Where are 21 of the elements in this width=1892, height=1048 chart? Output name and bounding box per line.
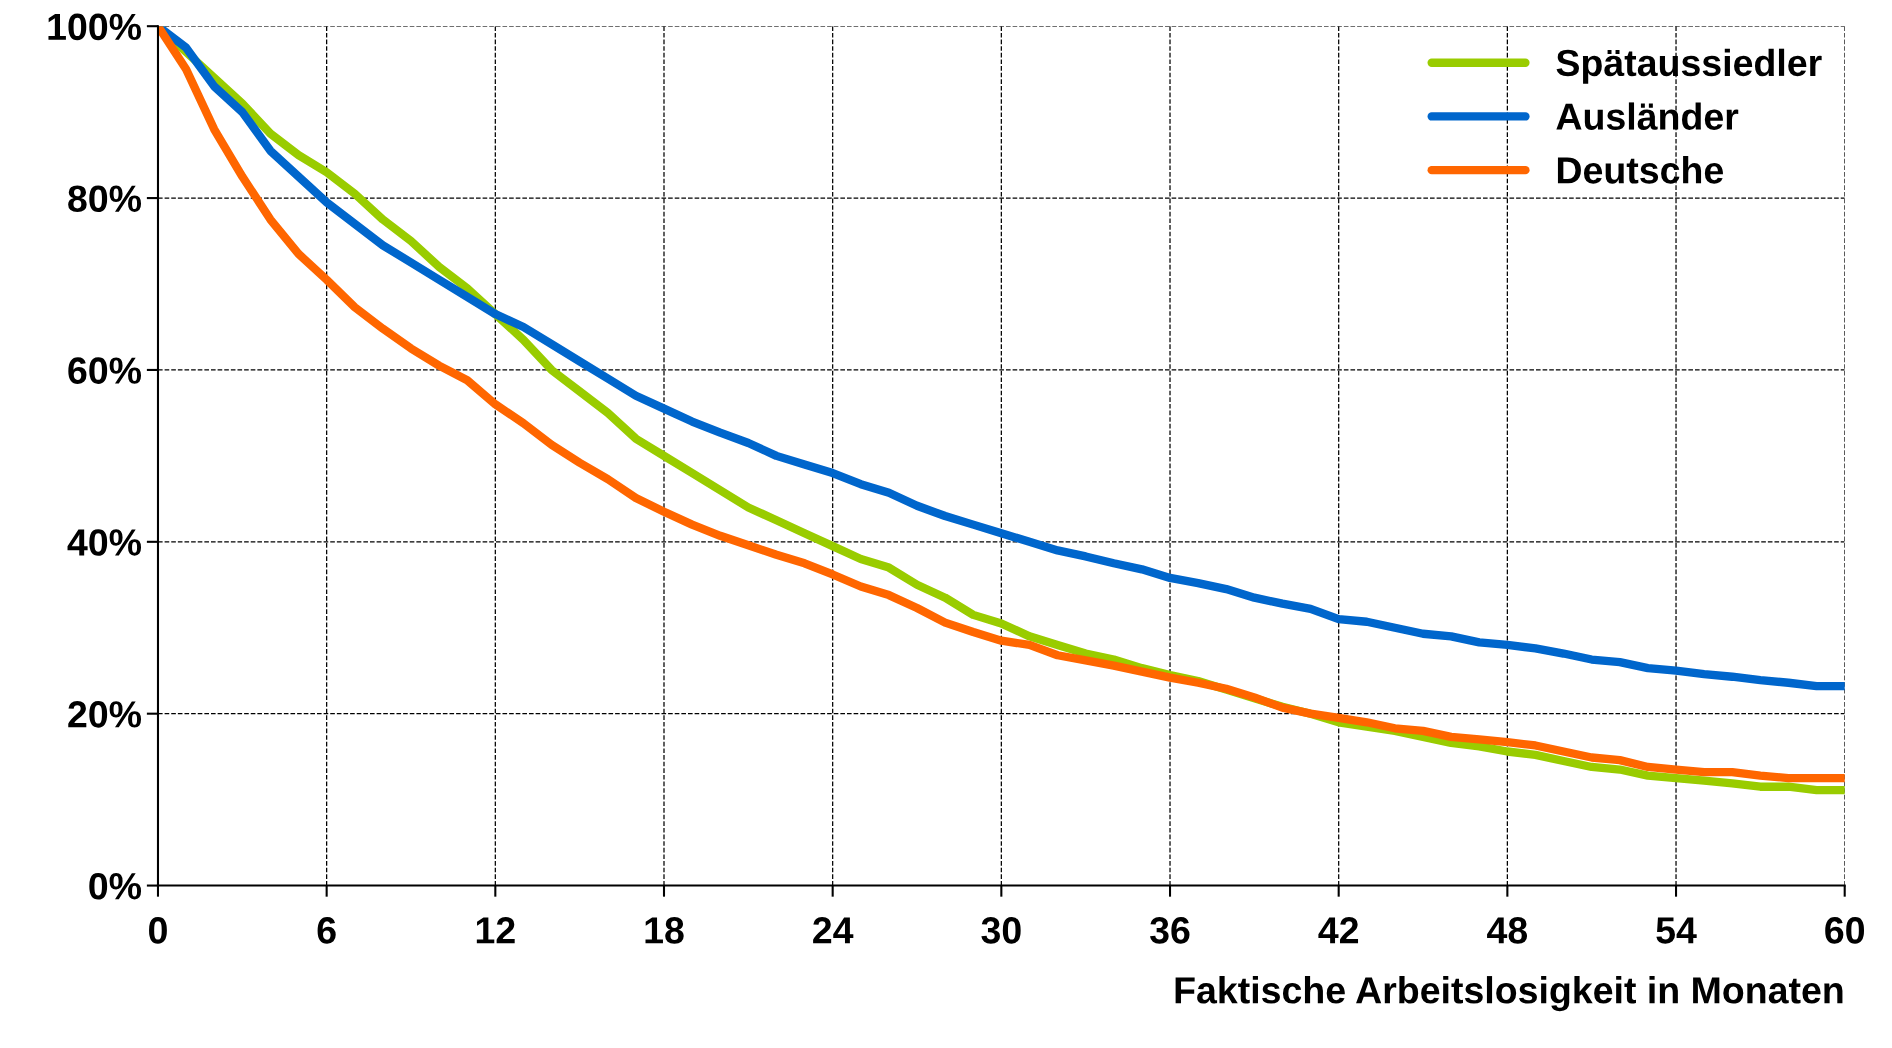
- x-tick-label: 18: [645, 917, 684, 944]
- x-tick-label: 0: [149, 917, 167, 944]
- y-tick-label: 80%: [68, 185, 142, 213]
- x-tick-label: 36: [1150, 917, 1190, 944]
- y-tick-label: 60%: [68, 357, 142, 384]
- legend-label: Ausländer: [1556, 102, 1739, 130]
- x-tick-label: 60: [1825, 917, 1865, 944]
- legend-label: Deutsche: [1557, 156, 1723, 184]
- x-tick-label: 48: [1487, 917, 1528, 944]
- x-axis-title: Faktische Arbeitslosigkeit in Monaten: [1175, 976, 1843, 1012]
- y-tick-label: 100%: [48, 13, 142, 41]
- x-tick-label: 30: [981, 917, 1021, 944]
- x-tick-label: 42: [1318, 917, 1359, 944]
- x-tick-label: 6: [317, 917, 336, 944]
- x-tick-label: 54: [1656, 917, 1697, 944]
- y-tick-label: 20%: [68, 701, 142, 728]
- y-tick-label: 40%: [67, 529, 142, 556]
- x-tick-label: 24: [813, 917, 854, 944]
- legend-label: Spätaussiedler: [1556, 48, 1822, 84]
- y-tick-label: 0%: [89, 872, 142, 900]
- x-tick-label: 12: [476, 917, 515, 944]
